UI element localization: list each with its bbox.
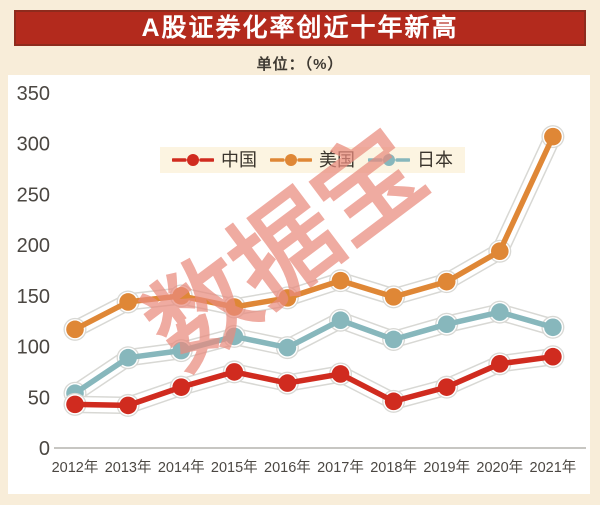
x-tick-label: 2016年 — [264, 459, 311, 476]
japan-line-marker-icon — [368, 154, 410, 166]
chart-legend: 中国 美国 日本 — [160, 147, 465, 173]
x-tick-label: 2014年 — [158, 459, 205, 476]
x-tick-label: 2018年 — [370, 459, 417, 476]
data-point — [66, 395, 84, 414]
x-tick-label: 2015年 — [211, 459, 258, 476]
data-point — [225, 327, 244, 346]
data-point — [119, 396, 137, 415]
series-日本 — [63, 300, 565, 405]
y-tick-label: 300 — [17, 134, 50, 156]
data-point — [225, 363, 244, 381]
data-point — [437, 272, 456, 291]
data-point — [437, 315, 456, 334]
series-line — [72, 309, 556, 396]
x-tick-label: 2021年 — [530, 459, 577, 476]
y-tick-label: 0 — [39, 438, 50, 460]
data-point — [331, 311, 350, 329]
x-tick-label: 2013年 — [105, 459, 152, 476]
series-line — [72, 133, 556, 333]
y-tick-label: 100 — [17, 337, 50, 359]
legend-dot — [383, 154, 395, 166]
y-tick-label: 250 — [17, 184, 50, 206]
legend-item-usa: 美国 — [270, 151, 355, 169]
legend-label-china: 中国 — [221, 150, 257, 170]
data-point — [66, 320, 84, 339]
y-tick-label: 350 — [17, 83, 50, 105]
data-point — [278, 338, 297, 357]
title-banner: A股证券化率创近十年新高 — [14, 10, 586, 46]
data-point — [172, 341, 190, 360]
data-point — [544, 318, 562, 337]
data-point — [384, 330, 403, 349]
data-point — [544, 347, 562, 366]
china-line-marker-icon — [172, 154, 214, 166]
data-point — [172, 287, 190, 305]
y-tick-label: 50 — [28, 387, 50, 409]
y-tick-label: 200 — [17, 235, 50, 257]
legend-dot — [187, 154, 199, 166]
data-point — [491, 303, 509, 321]
data-point — [172, 378, 190, 396]
data-point — [544, 127, 562, 146]
legend-label-japan: 日本 — [417, 150, 453, 170]
chart-panel: 0 50 100 150 200 250 300 350 2012年 2013年 2014年 2015… — [8, 75, 590, 494]
data-point — [278, 289, 297, 307]
series-中国 — [63, 345, 565, 417]
data-point — [437, 378, 456, 396]
line-chart: 0 50 100 150 200 250 300 350 2012年 2013年 2014年 2015… — [17, 83, 586, 476]
usa-line-marker-icon — [270, 154, 312, 166]
y-tick-label: 150 — [17, 286, 50, 308]
series-line — [72, 353, 556, 409]
x-tick-label: 2017年 — [317, 459, 364, 476]
data-point — [491, 242, 509, 261]
data-point — [384, 288, 403, 306]
page-title: A股证券化率创近十年新高 — [141, 13, 459, 42]
data-point — [119, 293, 137, 311]
legend-label-usa: 美国 — [319, 150, 355, 170]
data-point — [331, 271, 350, 290]
x-tick-label: 2020年 — [476, 459, 523, 476]
data-point — [384, 392, 403, 411]
legend-item-japan: 日本 — [368, 151, 453, 169]
x-tick-label: 2012年 — [52, 459, 99, 476]
data-point — [225, 298, 244, 316]
unit-label: 单位：（%） — [256, 56, 344, 73]
x-tick-label: 2019年 — [423, 459, 470, 476]
data-point — [491, 355, 509, 373]
legend-dot — [285, 154, 297, 166]
legend-item-china: 中国 — [172, 151, 257, 169]
data-point — [331, 365, 350, 383]
data-point — [119, 348, 137, 367]
data-point — [278, 374, 297, 392]
series-美国 — [63, 125, 565, 341]
